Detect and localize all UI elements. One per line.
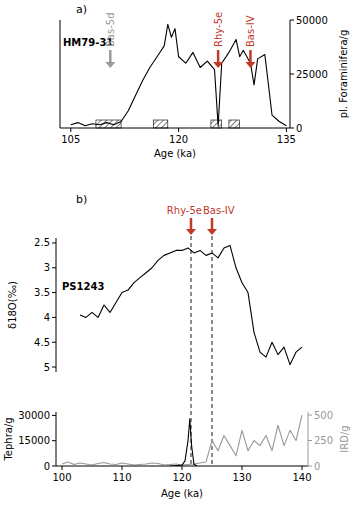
y2-axis [308,412,309,466]
x-tick [286,128,287,132]
panel-label: a) [76,3,87,16]
series-label: PS1243 [62,281,104,292]
y-tick [52,466,56,467]
y2-tick-label: 250 [314,435,333,446]
plot-area [80,245,302,364]
x-tick-label: 120 [169,134,188,145]
x-tick [62,466,63,470]
y-tick-label: 15000 [18,435,50,446]
y-tick [52,415,56,416]
x-tick [122,466,123,470]
y-tick [52,267,56,268]
arrow-shaft [217,50,220,63]
x-tick-label: 140 [292,472,311,483]
event-line [212,236,213,466]
annotation-label: Bas-IV [203,205,235,216]
plot-area [62,415,302,466]
left-axis [60,20,61,128]
hatched-interval [211,120,222,128]
arrow-shaft [249,50,252,63]
y2-tick-label: 500 [314,410,333,421]
y-tick-label: 25000 [296,69,328,80]
x-tick-label: 100 [52,472,71,483]
x-tick [182,466,183,470]
y-tick [52,342,56,343]
panel-label: b) [76,193,87,206]
y-tick-label: 30000 [18,410,50,421]
y-tick-label: 4.5 [34,337,50,348]
x-axis-label: Age (ka) [154,148,196,159]
annotation-label: Rhy-5e [213,12,224,47]
annotation-label: Bas-5d [105,12,116,47]
arrow-shaft [190,218,193,230]
x-tick [302,466,303,470]
y-tick [52,440,56,441]
y-tick [52,367,56,368]
y-tick [52,292,56,293]
y-tick-label: 0 [44,461,50,472]
series-line [62,415,302,465]
annotation-label: Bas-IV [245,15,256,47]
x-axis [60,128,290,129]
y-tick [290,128,294,129]
y-tick-label: 3 [44,262,50,273]
y-tick-label: 50000 [296,15,328,26]
x-tick-label: 135 [277,134,296,145]
y-axis [56,238,57,372]
y-tick [52,317,56,318]
x-tick-label: 110 [112,472,131,483]
series-line [170,419,197,466]
arrow-head [186,229,196,235]
x-axis-label: Age (ka) [161,488,203,499]
y2-tick [308,415,312,416]
y-axis-label: Tephra/g [3,417,14,461]
x-tick-label: 120 [172,472,191,483]
figure: a)10512013502500050000Age (ka)pl. Forami… [0,0,358,508]
series-line [80,245,302,364]
y-tick-label: 4 [44,312,50,323]
x-tick [242,466,243,470]
y-tick [290,20,294,21]
y-tick-label: 5 [44,362,50,373]
y-tick-label: 2.5 [34,237,50,248]
arrow-head [245,62,255,68]
arrow-head [207,229,217,235]
arrow-shaft [211,218,214,230]
hatched-interval [229,120,240,128]
y-tick [52,242,56,243]
y-axis-label: pl. Foraminifera/g [338,30,349,119]
y-axis-label: δ18O(‰) [7,281,18,329]
arrow-head [213,62,223,68]
hatched-interval [96,120,121,128]
hatched-interval [153,120,167,128]
x-tick [70,128,71,132]
x-tick [178,128,179,132]
y-axis [56,412,57,466]
arrow-shaft [109,50,112,63]
y-tick-label: 3.5 [34,287,50,298]
y2-tick [308,466,312,467]
y2-axis-label: IRD/g [339,425,350,452]
x-tick-label: 130 [232,472,251,483]
y-tick [290,74,294,75]
y2-tick [308,440,312,441]
x-tick-label: 105 [61,134,80,145]
y2-tick-label: 0 [314,461,320,472]
annotation-label: Rhy-5e [167,205,202,216]
y-tick-label: 0 [296,123,302,134]
arrow-head [105,62,115,68]
